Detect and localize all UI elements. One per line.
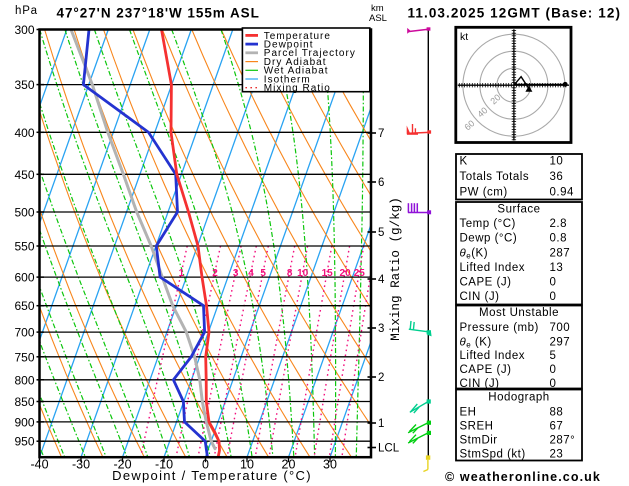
svg-text:700: 700	[550, 322, 571, 334]
svg-text:Temp (°C): Temp (°C)	[460, 218, 516, 230]
svg-text:4: 4	[378, 274, 385, 286]
svg-text:LCL: LCL	[378, 443, 400, 455]
svg-text:5: 5	[378, 227, 384, 239]
svg-text:Most Unstable: Most Unstable	[479, 307, 559, 319]
svg-text:36: 36	[550, 171, 564, 183]
svg-text:-30: -30	[72, 457, 90, 471]
svg-text:800: 800	[14, 373, 34, 387]
svg-text:K: K	[460, 155, 468, 167]
svg-text:Dewp (°C): Dewp (°C)	[460, 233, 518, 245]
svg-text:300: 300	[14, 23, 34, 37]
svg-text:hPa: hPa	[15, 5, 38, 17]
svg-text:Mixing Ratio: Mixing Ratio	[264, 83, 331, 94]
svg-text:SREH: SREH	[460, 420, 494, 432]
svg-text:Hodograph: Hodograph	[488, 392, 549, 404]
svg-text:20: 20	[340, 268, 352, 279]
svg-text:2: 2	[212, 268, 218, 279]
svg-text:Dewpoint: Dewpoint	[264, 40, 314, 51]
svg-text:CAPE (J): CAPE (J)	[460, 364, 512, 376]
svg-text:450: 450	[14, 168, 34, 182]
svg-text:88: 88	[550, 407, 564, 419]
svg-text:0.94: 0.94	[550, 186, 574, 198]
svg-text:0: 0	[550, 364, 557, 376]
svg-text:3: 3	[233, 268, 239, 279]
svg-text:500: 500	[14, 206, 34, 220]
svg-text:11.03.2025 12GMT (Base: 12): 11.03.2025 12GMT (Base: 12)	[408, 6, 622, 21]
svg-text:Surface: Surface	[497, 204, 540, 216]
svg-text:400: 400	[14, 126, 34, 140]
svg-text:© weatheronline.co.uk: © weatheronline.co.uk	[445, 470, 601, 484]
svg-text:700: 700	[14, 326, 34, 340]
svg-text:10: 10	[240, 457, 254, 471]
svg-text:-10: -10	[155, 457, 173, 471]
svg-text:4: 4	[248, 268, 254, 279]
svg-text:PW (cm): PW (cm)	[460, 186, 508, 198]
svg-text:Wet Adiabat: Wet Adiabat	[264, 66, 329, 77]
svg-text:θe (K): θe (K)	[460, 336, 492, 349]
svg-text:-20: -20	[113, 457, 131, 471]
svg-text:287: 287	[550, 248, 571, 260]
svg-text:25: 25	[354, 268, 366, 279]
svg-text:2.8: 2.8	[550, 218, 568, 230]
svg-text:6: 6	[378, 177, 384, 189]
svg-text:750: 750	[14, 350, 34, 364]
svg-text:Mixing Ratio (g/kg): Mixing Ratio (g/kg)	[389, 197, 403, 341]
svg-text:0.8: 0.8	[550, 233, 568, 245]
svg-text:20: 20	[282, 457, 296, 471]
svg-text:CIN (J): CIN (J)	[460, 378, 500, 390]
svg-text:2: 2	[378, 372, 384, 384]
svg-text:67: 67	[550, 420, 564, 432]
svg-text:40: 40	[475, 105, 489, 119]
svg-text:kt: kt	[460, 31, 468, 43]
svg-text:Lifted Index: Lifted Index	[460, 350, 525, 362]
svg-text:550: 550	[14, 240, 34, 254]
svg-text:0: 0	[550, 291, 557, 303]
svg-text:Temperature: Temperature	[264, 31, 331, 42]
svg-text:5: 5	[260, 268, 266, 279]
svg-text:CIN (J): CIN (J)	[460, 291, 500, 303]
svg-text:0: 0	[550, 277, 557, 289]
svg-text:StmSpd (kt): StmSpd (kt)	[460, 449, 526, 461]
svg-text:13: 13	[550, 262, 564, 274]
svg-text:60: 60	[462, 118, 476, 132]
svg-text:Pressure (mb): Pressure (mb)	[460, 322, 539, 334]
svg-text:Parcel Trajectory: Parcel Trajectory	[264, 48, 356, 59]
svg-text:8: 8	[287, 268, 293, 279]
svg-text:30: 30	[323, 457, 337, 471]
svg-text:ASL: ASL	[369, 13, 387, 24]
svg-text:5: 5	[550, 350, 557, 362]
svg-text:-40: -40	[30, 457, 48, 471]
svg-text:StmDir: StmDir	[460, 434, 498, 446]
svg-text:10: 10	[297, 268, 309, 279]
svg-text:EH: EH	[460, 407, 477, 419]
svg-text:850: 850	[14, 395, 34, 409]
svg-text:600: 600	[14, 271, 34, 285]
svg-text:Dewpoint / Temperature (°C): Dewpoint / Temperature (°C)	[112, 468, 312, 483]
svg-text:0: 0	[550, 378, 557, 390]
svg-text:287°: 287°	[550, 434, 576, 446]
svg-text:θe(K): θe(K)	[460, 248, 489, 261]
svg-text:650: 650	[14, 299, 34, 313]
svg-text:1: 1	[378, 418, 384, 430]
svg-text:Isotherm: Isotherm	[264, 74, 311, 85]
svg-text:Lifted Index: Lifted Index	[460, 262, 525, 274]
svg-text:10: 10	[550, 155, 564, 167]
svg-text:Dry Adiabat: Dry Adiabat	[264, 57, 327, 68]
svg-text:Totals Totals: Totals Totals	[460, 171, 530, 183]
svg-text:20: 20	[488, 92, 502, 106]
svg-text:297: 297	[550, 336, 571, 348]
svg-text:15: 15	[322, 268, 334, 279]
svg-text:350: 350	[14, 78, 34, 92]
svg-text:km: km	[371, 3, 384, 14]
svg-text:900: 900	[14, 415, 34, 429]
svg-text:7: 7	[378, 128, 384, 140]
svg-text:1: 1	[179, 268, 185, 279]
svg-text:47°27'N 237°18'W 155m ASL: 47°27'N 237°18'W 155m ASL	[57, 6, 260, 21]
svg-text:CAPE (J): CAPE (J)	[460, 277, 512, 289]
svg-text:3: 3	[378, 323, 384, 335]
svg-text:950: 950	[14, 435, 34, 449]
svg-text:0: 0	[202, 457, 209, 471]
svg-text:23: 23	[550, 449, 564, 461]
